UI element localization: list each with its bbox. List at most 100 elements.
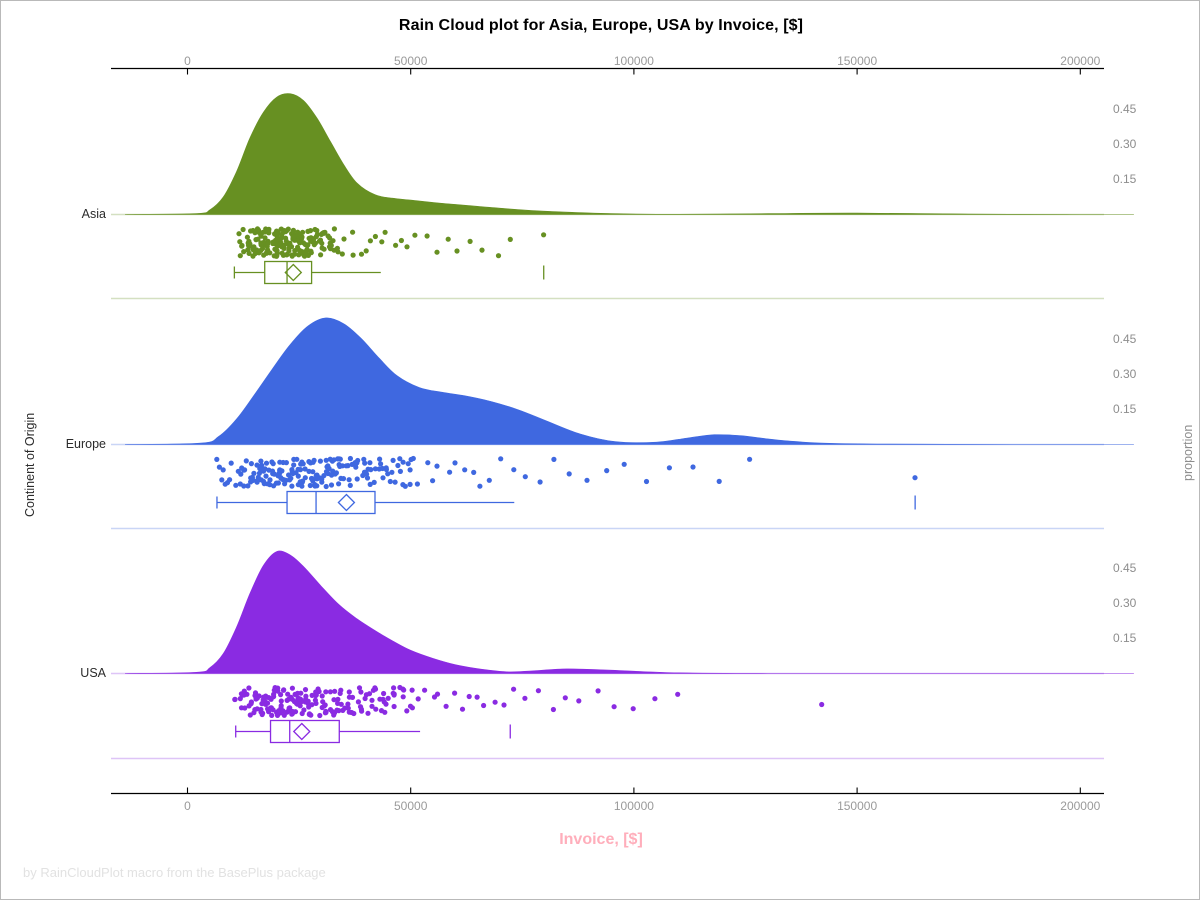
data-point	[434, 463, 440, 469]
data-point	[329, 472, 335, 478]
data-point	[277, 459, 283, 465]
data-point	[299, 459, 305, 465]
data-point	[302, 687, 309, 693]
data-point	[462, 467, 468, 473]
data-point	[345, 701, 351, 707]
data-point	[392, 479, 398, 485]
data-point	[402, 483, 408, 489]
data-point	[243, 458, 249, 464]
data-point	[326, 244, 333, 250]
dot-strip-usa	[232, 684, 825, 719]
data-point	[274, 250, 280, 256]
data-point	[341, 236, 347, 242]
data-point	[287, 240, 293, 246]
data-point	[377, 456, 383, 462]
data-point	[369, 697, 375, 703]
x-tick-label-top: 0	[184, 54, 191, 68]
data-point	[422, 687, 428, 693]
data-point	[274, 231, 280, 238]
data-point	[280, 687, 287, 693]
data-point	[281, 477, 287, 483]
data-point	[295, 466, 301, 472]
data-point	[331, 697, 337, 703]
data-point	[359, 708, 365, 714]
data-point	[407, 703, 414, 709]
data-point	[299, 234, 305, 240]
data-point	[675, 691, 681, 697]
data-point	[247, 241, 253, 247]
data-point	[361, 456, 367, 462]
density-curve-usa	[124, 550, 1134, 674]
data-point	[358, 689, 364, 695]
data-point	[317, 712, 323, 719]
x-tick-label-top: 150000	[837, 54, 878, 68]
data-point	[322, 702, 328, 708]
data-point	[550, 706, 557, 713]
data-point	[492, 699, 498, 705]
data-point	[232, 696, 238, 703]
data-point	[308, 248, 314, 254]
data-point	[391, 692, 397, 698]
data-point	[342, 705, 348, 711]
data-point	[390, 457, 396, 463]
data-point	[498, 456, 504, 462]
data-point	[285, 691, 291, 697]
data-point	[331, 247, 337, 253]
data-point	[271, 691, 277, 698]
data-point	[358, 251, 365, 257]
proportion-tick-label: 0.45	[1113, 101, 1137, 116]
data-point	[310, 459, 316, 465]
dot-strip-asia	[236, 226, 547, 259]
data-point	[238, 471, 244, 477]
data-point	[337, 690, 343, 697]
data-point	[280, 708, 286, 714]
data-point	[268, 696, 274, 702]
data-point	[327, 689, 333, 695]
data-point	[291, 698, 297, 705]
data-point	[306, 468, 312, 474]
data-point	[391, 703, 397, 710]
data-point	[255, 477, 261, 483]
proportion-tick-label: 0.45	[1113, 560, 1137, 575]
data-point	[371, 479, 377, 485]
proportion-tick-label: 0.15	[1113, 401, 1137, 416]
data-point	[251, 228, 257, 234]
data-point	[300, 229, 306, 235]
x-tick-label-top: 200000	[1060, 54, 1101, 68]
data-point	[385, 471, 391, 477]
data-point	[236, 231, 242, 237]
data-point	[242, 705, 248, 711]
data-point	[474, 694, 480, 700]
data-point	[611, 704, 617, 710]
x-tick-label-bottom: 100000	[613, 799, 654, 813]
data-point	[477, 483, 483, 489]
data-point	[383, 701, 389, 707]
data-point	[535, 688, 542, 694]
data-point	[298, 690, 304, 696]
data-point	[363, 248, 369, 254]
proportion-tick-label: 0.30	[1113, 595, 1137, 610]
data-point	[621, 461, 627, 467]
data-point	[327, 707, 334, 713]
data-point	[265, 481, 271, 487]
data-point	[260, 478, 267, 484]
mean-diamond-marker	[337, 493, 356, 512]
data-point	[367, 238, 373, 244]
data-point	[382, 229, 388, 235]
data-point	[279, 468, 285, 474]
data-point	[283, 460, 289, 466]
data-point	[292, 251, 298, 257]
data-point	[301, 707, 307, 713]
data-point	[295, 473, 301, 479]
data-point	[286, 248, 292, 254]
data-point	[246, 703, 252, 709]
data-point	[604, 468, 610, 474]
data-point	[305, 228, 311, 234]
data-point	[584, 477, 590, 483]
data-point	[241, 483, 247, 489]
data-point	[278, 236, 284, 242]
data-point	[409, 687, 415, 693]
data-point	[576, 698, 582, 704]
data-point	[214, 456, 220, 462]
